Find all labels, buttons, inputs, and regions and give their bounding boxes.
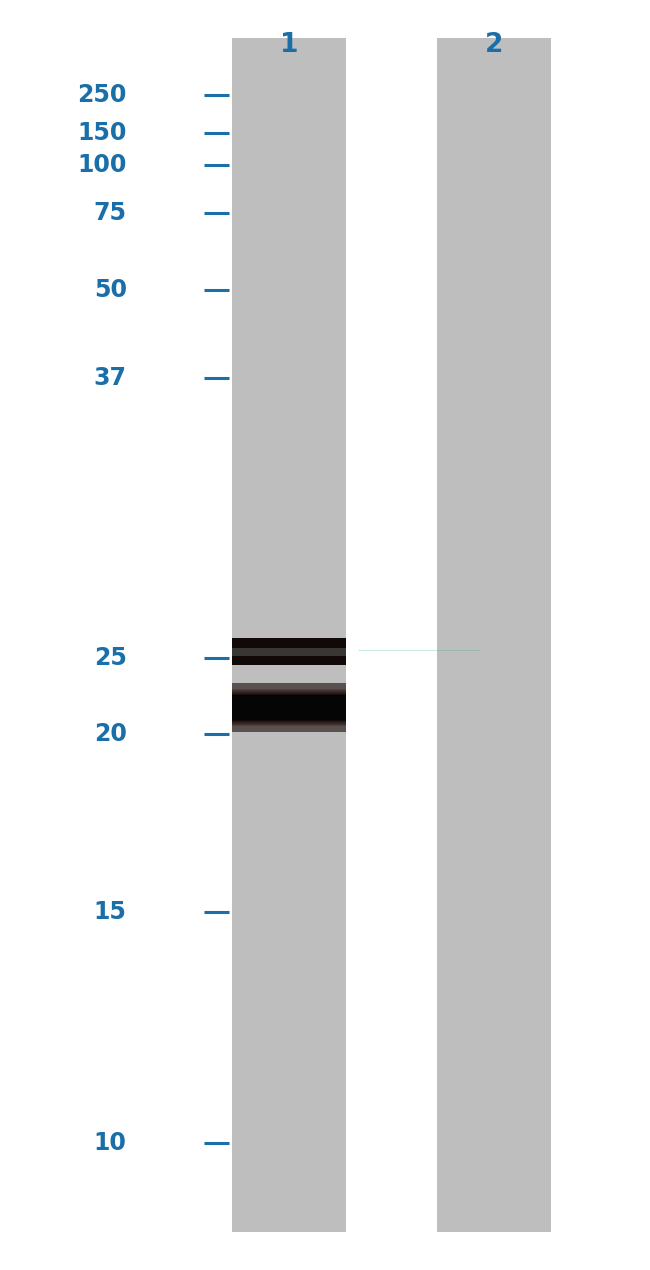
Text: 1: 1: [280, 32, 298, 57]
Text: 37: 37: [94, 367, 127, 390]
Bar: [437, 38, 551, 1232]
Text: 250: 250: [77, 84, 127, 107]
Text: 20: 20: [94, 723, 127, 745]
Text: 15: 15: [94, 900, 127, 923]
Bar: [233, 38, 346, 1232]
Text: 100: 100: [77, 154, 127, 177]
Text: 75: 75: [94, 202, 127, 225]
Text: 150: 150: [77, 122, 127, 145]
Text: 2: 2: [485, 32, 503, 57]
Text: 25: 25: [94, 646, 127, 669]
Text: 10: 10: [94, 1132, 127, 1154]
Text: 50: 50: [94, 278, 127, 301]
